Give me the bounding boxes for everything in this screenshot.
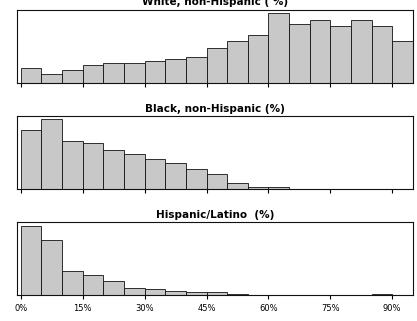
Bar (186, 169, 206, 189)
Bar (103, 282, 124, 295)
Bar (165, 59, 186, 83)
Bar (124, 288, 145, 295)
Bar (62, 141, 83, 189)
Bar (206, 48, 227, 83)
Bar (165, 291, 186, 295)
Bar (21, 130, 41, 189)
Bar (227, 41, 248, 83)
Bar (83, 143, 103, 189)
Bar (41, 74, 62, 83)
Bar (83, 275, 103, 295)
Bar (21, 226, 41, 295)
Bar (21, 68, 41, 83)
Bar (103, 63, 124, 83)
Bar (227, 294, 248, 295)
Bar (289, 24, 310, 83)
Bar (186, 292, 206, 295)
Bar (206, 174, 227, 189)
Bar (248, 35, 269, 83)
Bar (62, 70, 83, 83)
Bar (330, 26, 351, 83)
Bar (310, 20, 330, 83)
Bar (351, 20, 372, 83)
Bar (248, 187, 269, 189)
Bar (62, 271, 83, 295)
Bar (269, 13, 289, 83)
Bar (103, 150, 124, 189)
Bar (206, 292, 227, 295)
Bar (41, 239, 62, 295)
Title: White, non-Hispanic ( %): White, non-Hispanic ( %) (142, 0, 288, 7)
Bar (165, 163, 186, 189)
Bar (269, 187, 289, 189)
Bar (372, 26, 392, 83)
Bar (124, 63, 145, 83)
Bar (145, 159, 165, 189)
Bar (83, 65, 103, 83)
Bar (186, 57, 206, 83)
Bar (392, 41, 413, 83)
Bar (41, 119, 62, 189)
Bar (413, 294, 417, 295)
Bar (372, 294, 392, 295)
Bar (145, 61, 165, 83)
Title: Black, non-Hispanic (%): Black, non-Hispanic (%) (145, 104, 285, 114)
Bar (413, 74, 417, 83)
Bar (227, 183, 248, 189)
Bar (124, 154, 145, 189)
Bar (145, 289, 165, 295)
Title: Hispanic/Latino  (%): Hispanic/Latino (%) (156, 210, 274, 220)
